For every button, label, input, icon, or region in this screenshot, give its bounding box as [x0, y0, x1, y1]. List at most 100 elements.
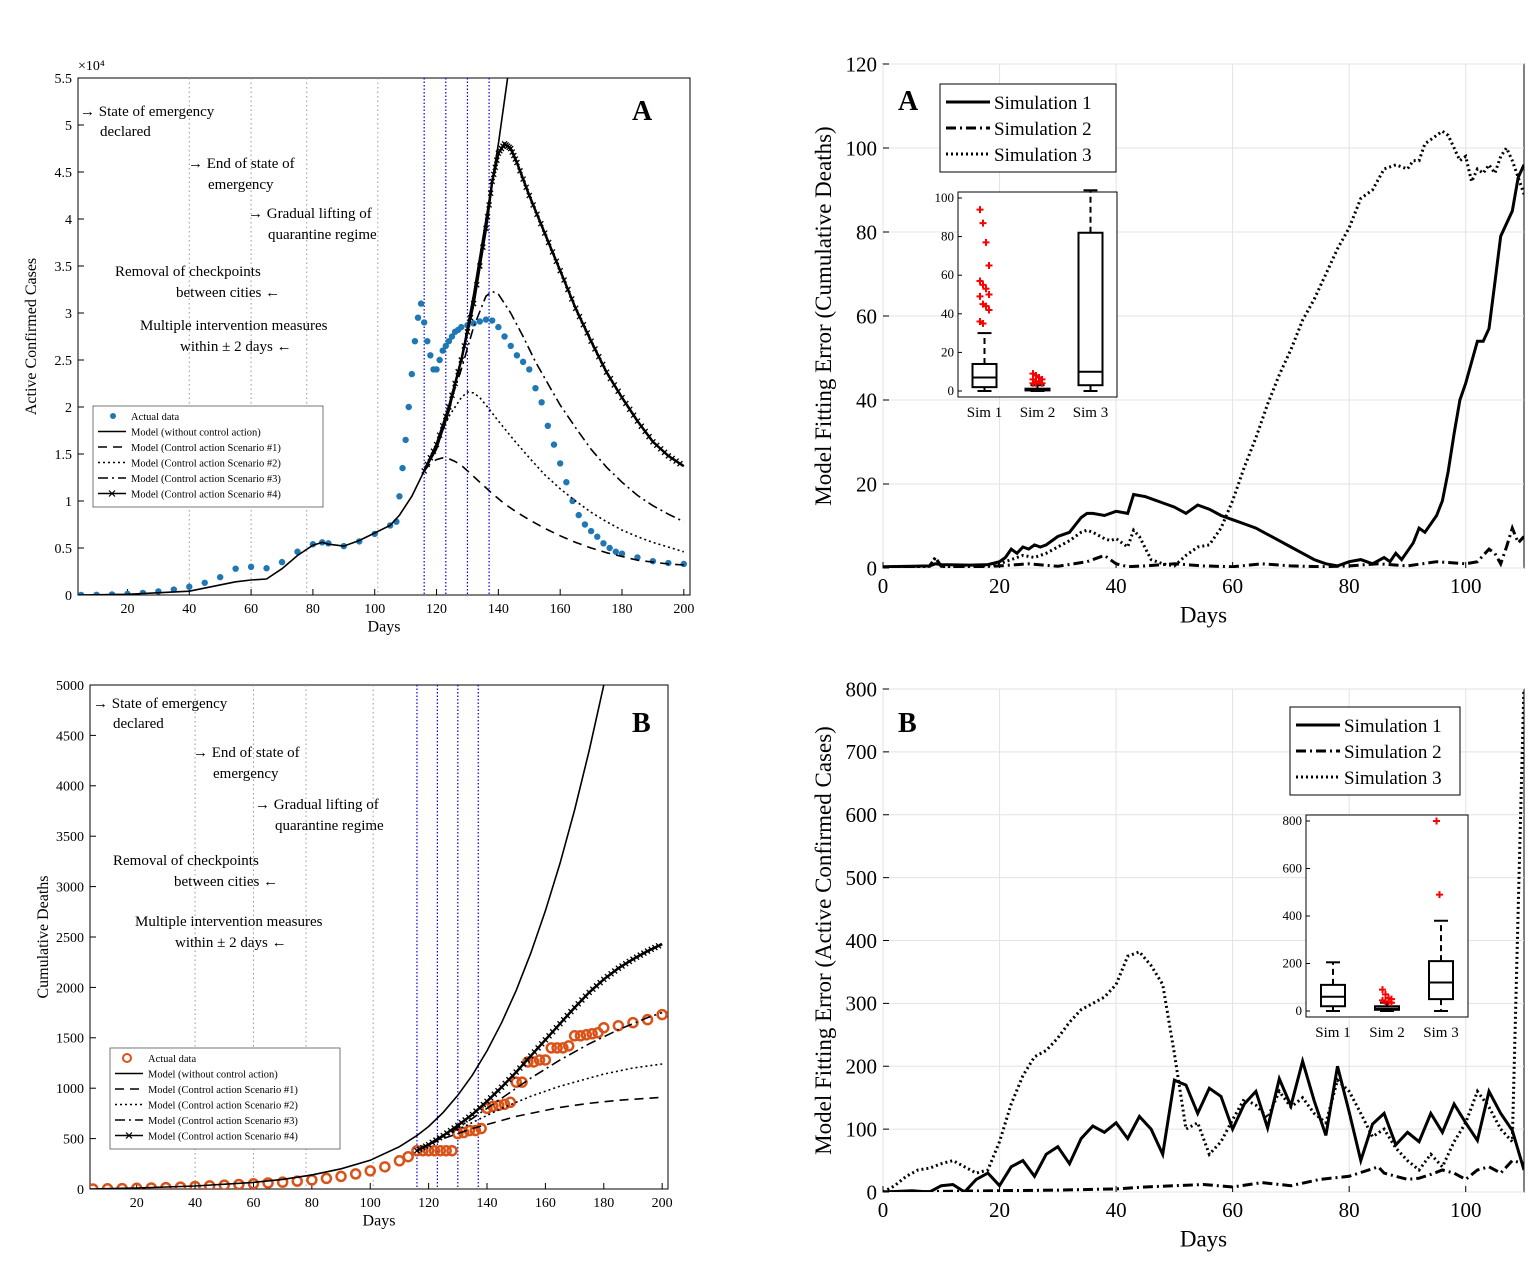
series-marker: [630, 412, 637, 419]
data-point: [581, 521, 589, 528]
inset-y-tick-label: 0: [1296, 1003, 1303, 1018]
box-body: [1077, 231, 1104, 387]
x-tick-label: 120: [418, 1196, 439, 1211]
data-point: [649, 557, 657, 565]
series-marker: [580, 321, 587, 328]
y-tick-label: 0: [867, 1180, 878, 1204]
data-point: [364, 1165, 376, 1177]
data-point: [606, 544, 613, 552]
series-marker: [440, 1132, 447, 1139]
data-point: [262, 1177, 274, 1189]
legend-label: Model (Control action Scenario #3): [131, 474, 281, 485]
inset-x-label: Sim 1: [967, 405, 1002, 421]
data-point: [563, 479, 570, 486]
legend-swatch: [110, 413, 116, 419]
annotation-line2: within ± 2 days ←: [180, 339, 292, 355]
series-marker: [464, 328, 471, 335]
annotation-line1: Removal of checkpoints: [113, 853, 259, 869]
data-point: [440, 1144, 452, 1157]
legend-label: Model (Control action Scenario #4): [148, 1132, 298, 1143]
series-line: [883, 1055, 1524, 1192]
y-tick-label: 3: [65, 307, 72, 322]
data-point: [532, 385, 539, 392]
annotation-line2: within ± 2 days ←: [175, 935, 287, 951]
data-point: [586, 1028, 598, 1040]
data-point: [495, 323, 502, 331]
data-point: [557, 1042, 569, 1054]
data-point: [247, 563, 255, 570]
x-tick-label: 140: [488, 602, 509, 617]
box-outlier: [1032, 379, 1040, 387]
series-marker: [421, 467, 428, 474]
series-marker: [655, 942, 662, 949]
series-group: [78, 78, 688, 595]
annotation-line1: Removal of checkpoints: [115, 264, 261, 280]
x-tick-label: 40: [1106, 1198, 1127, 1222]
data-point: [201, 579, 208, 586]
annotation-line2: emergency: [213, 766, 279, 782]
y-tick-label: 2: [65, 401, 72, 416]
annotation-line1: → Gradual lifting of: [255, 797, 379, 813]
y-tick-label: 1: [65, 495, 72, 510]
chart-panel-2: 0 20 40 60 80 100 0 20 40 60 80 100 120 Days Model Fit…: [811, 52, 1525, 628]
legend-label: Model (Control action Scenario #1): [131, 443, 281, 454]
inset-y-tick-label: 200: [1283, 956, 1303, 971]
y-tick-label: 5000: [56, 679, 84, 694]
chart-panel-0: 20 40 60 80 100 120 140 160 180 200 0 0.5 1 1.5 2 2.5 3 3…: [23, 59, 694, 635]
y-tick-label: 200: [846, 1055, 878, 1079]
y-tick-label: 0: [65, 589, 72, 604]
inset-y-tick-label: 40: [941, 306, 954, 321]
box-outlier: [976, 206, 984, 214]
data-point: [393, 1155, 406, 1167]
data-point: [320, 1172, 333, 1185]
x-tick-label: 100: [364, 602, 385, 617]
data-point: [556, 460, 564, 467]
series-marker: [479, 244, 486, 251]
annotation-line2: quarantine regime: [268, 227, 377, 243]
series-marker: [449, 392, 455, 399]
plot-area: [77, 77, 691, 596]
y-tick-label: 2500: [56, 931, 84, 946]
data-point: [501, 333, 508, 340]
y-tick-label: 700: [846, 740, 878, 764]
data-point: [247, 1178, 260, 1189]
series-marker: [432, 1137, 439, 1144]
series-marker: [430, 448, 437, 455]
x-tick-label: 100: [1450, 574, 1482, 598]
series-marker: [557, 267, 564, 274]
y-tick-label: 0: [77, 1183, 84, 1198]
legend-label: Model (Control action Scenario #2): [148, 1101, 298, 1112]
series-marker: [493, 157, 500, 164]
data-point: [411, 338, 419, 345]
y-axis-label: Cumulative Deaths: [35, 875, 52, 998]
chart-panel-1: 20 40 60 80 100 120 140 160 180 20005001000150020…: [35, 679, 673, 1230]
series-marker: [545, 239, 552, 246]
x-axis-label: Days: [1180, 1227, 1227, 1252]
data-point: [233, 1178, 245, 1189]
data-point: [402, 1150, 414, 1163]
series-marker: [669, 455, 676, 462]
annotation-line1: → State of emergency: [93, 696, 228, 712]
legend-label: Model (without control action): [131, 428, 261, 439]
series-marker: [487, 190, 494, 197]
annotation-line1: → End of state of: [188, 156, 295, 172]
series-marker: [665, 452, 672, 459]
inset-x-label: Sim 1: [1315, 1025, 1350, 1041]
y-tick-label: 1500: [56, 1032, 84, 1047]
series-line: [416, 1096, 663, 1152]
series-group: [883, 689, 1524, 1192]
box-outlier: [1436, 891, 1443, 899]
y-tick-label: 3.5: [55, 260, 73, 275]
series-line: [416, 1063, 663, 1152]
series-marker: [630, 956, 636, 963]
y-tick-label: 1000: [56, 1082, 84, 1097]
annotation-line2: between cities ←: [176, 285, 280, 301]
series-marker: [634, 418, 641, 425]
data-point: [539, 1054, 552, 1066]
inset-y-tick-label: 400: [1283, 908, 1303, 923]
y-tick-label: 400: [846, 929, 878, 953]
y-tick-label: 800: [846, 677, 878, 701]
data-point: [519, 358, 527, 366]
series-marker: [626, 958, 633, 965]
